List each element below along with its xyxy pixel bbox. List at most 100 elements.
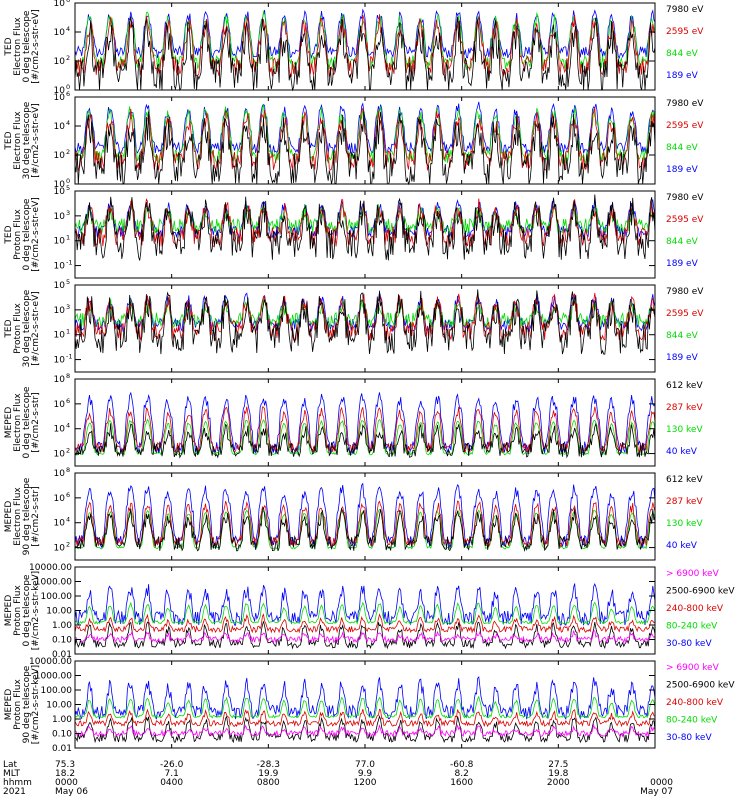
- series-line-2-1: [74, 111, 656, 186]
- x-tick-date: May 06: [55, 787, 88, 797]
- y-tick-exponent: 5: [66, 278, 70, 286]
- y-tick-label: 1000.00: [35, 578, 72, 588]
- y-tick-exponent: 2: [66, 541, 70, 549]
- y-tick-label: 10: [54, 519, 66, 529]
- legend-entry: 2595 eV: [666, 27, 704, 37]
- y-tick-label: 10.00: [46, 701, 72, 711]
- y-tick-label: 10000.00: [29, 563, 72, 573]
- y-tick-exponent: 4: [66, 516, 70, 524]
- y-axis-label: MEPEDElectron Flux90 deg telescope[#/cm2…: [4, 477, 41, 555]
- x-tick-hhmm: 0000: [55, 778, 78, 788]
- series-line-1-2: [74, 14, 656, 78]
- y-axis-label-line: 30 deg telescope: [22, 289, 32, 367]
- y-axis-label: TEDElectron Flux30 deg telescope[#/cm2-s…: [4, 101, 41, 179]
- series-line-6-1: [74, 506, 656, 552]
- y-tick-label: 10: [54, 450, 66, 460]
- legend-entry: 189 eV: [666, 71, 699, 81]
- legend-entry: 2595 eV: [666, 309, 704, 319]
- y-axis-label-line: [#/cm2-s-str-keV]: [31, 571, 41, 650]
- y-tick-exponent: -1: [66, 259, 72, 267]
- y-axis-label-line: [#/cm2-s-str-eV]: [31, 291, 41, 366]
- x-row-label: hhmm: [3, 778, 32, 788]
- x-tick-mlt: 18.2: [55, 769, 75, 779]
- legend-entry: 130 keV: [666, 425, 703, 435]
- y-axis-label: MEPEDProton Flux90 deg telescope[#/cm2-s…: [4, 665, 41, 744]
- x-row-label: Lat: [3, 760, 18, 770]
- series-line-5-1: [74, 422, 656, 459]
- y-axis-label-line: [#/cm2-s-str-eV]: [31, 103, 41, 178]
- panel-7: 0.010.101.0010.00100.001000.0010000.00ME…: [4, 563, 735, 660]
- y-tick-label: 10: [54, 187, 66, 197]
- x-tick-hhmm: 0800: [257, 778, 280, 788]
- y-tick-label: 10: [54, 122, 66, 132]
- legend-entry: 2595 eV: [666, 215, 704, 225]
- y-tick-label: 10: [54, 180, 66, 190]
- y-axis-label-line: Electron Flux: [13, 17, 23, 76]
- legend-entry: 844 eV: [666, 331, 699, 341]
- x-row-label: MLT: [3, 769, 21, 779]
- legend-entry: 7980 eV: [666, 193, 704, 203]
- y-tick-exponent: 1: [66, 234, 70, 242]
- x-tick-hhmm: 1200: [354, 778, 377, 788]
- legend-entry: 612 keV: [666, 475, 703, 485]
- legend-entry: 240-800 keV: [666, 604, 724, 614]
- y-tick-label: 100.00: [41, 686, 73, 696]
- y-tick-exponent: 3: [66, 303, 70, 311]
- x-tick-hhmm: 1600: [450, 778, 473, 788]
- y-tick-exponent: 5: [66, 184, 70, 192]
- y-tick-label: 10: [54, 469, 66, 479]
- y-tick-exponent: 2: [66, 447, 70, 455]
- y-axis-label: TEDElectron Flux0 deg telescope[#/cm2-s-…: [4, 9, 41, 84]
- x-tick-mlt: 19.9: [258, 769, 278, 779]
- series-line-8-1: [74, 723, 656, 738]
- series-line-7-1: [74, 630, 656, 644]
- x-tick-mlt: 19.8: [548, 769, 568, 779]
- x-tick-lat: 75.3: [55, 760, 75, 770]
- y-axis-label-line: 90 deg telescope: [22, 477, 32, 555]
- y-tick-label: 10: [54, 306, 66, 316]
- y-tick-exponent: 8: [66, 466, 70, 474]
- series-line-1-1: [74, 16, 656, 92]
- y-axis-label-line: [#/cm2-s-str-eV]: [31, 197, 41, 272]
- y-axis-label-line: TED: [4, 37, 14, 56]
- y-axis-label-line: MEPED: [4, 595, 14, 627]
- y-tick-exponent: 4: [66, 25, 70, 33]
- legend-entry: 2595 eV: [666, 121, 704, 131]
- y-axis-label-line: Proton Flux: [13, 679, 23, 730]
- y-tick-exponent: 4: [66, 119, 70, 127]
- legend-entry: 189 eV: [666, 353, 699, 363]
- y-tick-label: 1000.00: [35, 672, 72, 682]
- y-tick-label: 10: [54, 57, 66, 67]
- y-axis-label-line: Electron Flux: [13, 393, 23, 452]
- y-tick-exponent: 6: [66, 90, 70, 98]
- legend-entry: 40 keV: [666, 541, 698, 551]
- legend-entry: 7980 eV: [666, 99, 704, 109]
- series-line-7-5: [74, 582, 656, 626]
- legend-entry: > 6900 keV: [666, 663, 720, 673]
- y-tick-exponent: 6: [66, 397, 70, 405]
- y-tick-exponent: 0: [66, 177, 70, 185]
- series-line-8-4: [74, 695, 656, 719]
- legend-entry: 844 eV: [666, 143, 699, 153]
- x-tick-hhmm: 2000: [547, 778, 570, 788]
- series-line-8-3: [74, 708, 656, 728]
- y-axis-label-line: TED: [4, 225, 14, 244]
- y-tick-label: 10000.00: [29, 657, 72, 667]
- x-tick-lat: -28.3: [257, 760, 280, 770]
- legend-entry: 189 eV: [666, 165, 699, 175]
- series-line-6-2: [74, 500, 656, 549]
- y-axis-label-line: 90 deg telescope: [22, 665, 32, 743]
- y-tick-exponent: 2: [66, 54, 70, 62]
- y-tick-label: 10: [54, 262, 66, 272]
- legend-entry: 189 eV: [666, 259, 699, 269]
- y-tick-label: 0.01: [52, 650, 72, 660]
- y-tick-label: 10.00: [46, 607, 72, 617]
- y-tick-label: 100.00: [41, 592, 73, 602]
